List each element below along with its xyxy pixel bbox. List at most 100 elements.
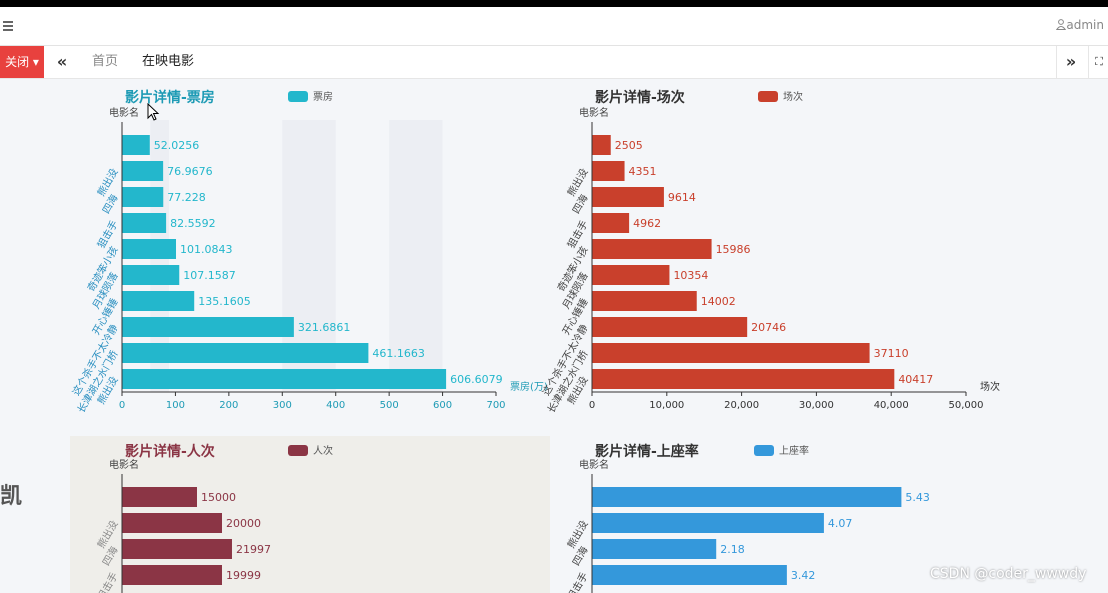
bar (122, 369, 447, 389)
bar-value-label: 107.1587 (183, 269, 236, 282)
x-tick-label: 300 (273, 400, 292, 411)
bar (122, 317, 294, 337)
x-tick-label: 30,000 (799, 400, 834, 411)
hamburger-menu-icon[interactable] (3, 21, 13, 31)
user-menu[interactable]: admin (1056, 18, 1104, 32)
bar (592, 317, 748, 337)
bar (592, 513, 824, 533)
chart-title: 影片详情-场次 (595, 89, 685, 106)
bar (122, 539, 232, 559)
x-tick-label: 40,000 (874, 400, 909, 411)
bar-value-label: 135.1605 (198, 295, 251, 308)
bar (122, 565, 222, 585)
y-axis-name: 电影名 (579, 106, 609, 119)
x-tick-label: 600 (433, 400, 452, 411)
x-tick-label: 0 (119, 400, 125, 411)
tab-bar: 关闭 ▾ « 首页 在映电影 » ⛶ (0, 46, 1108, 79)
category-label: 熊出没 (564, 166, 590, 198)
bar (592, 161, 625, 181)
bar (122, 291, 195, 311)
bar (122, 265, 180, 285)
close-tabs-button[interactable]: 关闭 ▾ (0, 46, 44, 78)
bar-value-label: 82.5592 (170, 217, 216, 230)
x-tick-label: 500 (380, 400, 399, 411)
fullscreen-icon[interactable]: ⛶ (1088, 46, 1108, 78)
bar-value-label: 40417 (898, 373, 933, 386)
bar-value-label: 461.1663 (372, 347, 425, 360)
x-tick-label: 700 (486, 400, 505, 411)
y-axis-name: 电影名 (109, 106, 139, 119)
x-tick-label: 10,000 (649, 400, 684, 411)
legend-label: 票房 (313, 90, 333, 103)
bar-value-label: 10354 (673, 269, 708, 282)
tab-home[interactable]: 首页 (92, 54, 119, 69)
bar (592, 539, 717, 559)
y-axis-name: 电影名 (579, 458, 609, 471)
bar-value-label: 5.43 (905, 491, 930, 504)
bar (592, 565, 787, 585)
tabs-scroll-right-icon[interactable]: » (1056, 46, 1085, 78)
bar (122, 213, 167, 233)
category-label: 狙击手 (94, 218, 120, 250)
top-black-bar (0, 0, 1108, 7)
bar (122, 187, 164, 207)
bar-value-label: 101.0843 (180, 243, 233, 256)
y-axis-name: 电影名 (109, 458, 139, 471)
bar (122, 239, 177, 259)
tabs-scroll-left-icon[interactable]: « (56, 52, 68, 71)
x-axis-name: 场次 (980, 380, 1000, 393)
bar (122, 487, 197, 507)
csdn-watermark: CSDN @coder_wwwdy (930, 566, 1087, 582)
bar-value-label: 606.6079 (450, 373, 503, 386)
chart-occupancy: 影片详情-上座率 上座率 电影名 3.42 2.18 4.07 5.43 熊出没 四海 狙击手 (540, 436, 1010, 593)
legend-swatch (758, 91, 778, 102)
bar-value-label: 9614 (668, 191, 696, 204)
x-axis-name: 票房(万) (510, 380, 548, 393)
category-label: 狙击手 (564, 218, 590, 250)
bar (592, 187, 664, 207)
chart-box-office: 影片详情-票房 票房 电影名 606.6079 461.1663 321.6861 135.… (70, 82, 550, 412)
bar-value-label: 37110 (874, 347, 909, 360)
mouse-cursor-icon (147, 103, 160, 121)
chart-attendance: 影片详情-人次 人次 电影名 19999 21997 20000 15000 熊出没 四海 狙击手 (70, 436, 550, 593)
bar (592, 369, 895, 389)
category-label: 熊出没 (564, 518, 590, 550)
legend-swatch (288, 91, 308, 102)
bar (592, 291, 697, 311)
bar-value-label: 2.18 (720, 543, 745, 556)
grid-band (389, 120, 443, 392)
app-header: admin (0, 7, 1108, 46)
tab-now-showing[interactable]: 在映电影 (142, 54, 195, 69)
bar (592, 265, 670, 285)
category-label: 狙击手 (564, 570, 590, 593)
legend-swatch (288, 445, 308, 456)
bar-value-label: 4.07 (828, 517, 853, 530)
x-tick-label: 50,000 (949, 400, 984, 411)
bar-value-label: 2505 (615, 139, 643, 152)
bar (592, 343, 870, 363)
bar (592, 487, 902, 507)
bar-value-label: 4962 (633, 217, 661, 230)
bar (592, 213, 630, 233)
admin-username: admin (1066, 18, 1104, 32)
legend-label: 人次 (313, 444, 333, 457)
side-watermark-char: 凯 (0, 484, 23, 509)
chart-title: 影片详情-上座率 (595, 443, 699, 460)
close-tabs-label: 关闭 (5, 55, 30, 69)
legend-swatch (754, 445, 774, 456)
bar-value-label: 76.9676 (167, 165, 213, 178)
bar-value-label: 15000 (201, 491, 236, 504)
bar-value-label: 14002 (701, 295, 736, 308)
caret-down-icon: ▾ (32, 55, 39, 69)
bar-value-label: 77.228 (167, 191, 206, 204)
bar (592, 135, 611, 155)
bar-value-label: 21997 (236, 543, 271, 556)
x-tick-label: 20,000 (724, 400, 759, 411)
bar (122, 343, 369, 363)
bar-value-label: 20000 (226, 517, 261, 530)
bar-value-label: 321.6861 (298, 321, 351, 334)
x-tick-label: 200 (219, 400, 238, 411)
x-tick-label: 400 (326, 400, 345, 411)
